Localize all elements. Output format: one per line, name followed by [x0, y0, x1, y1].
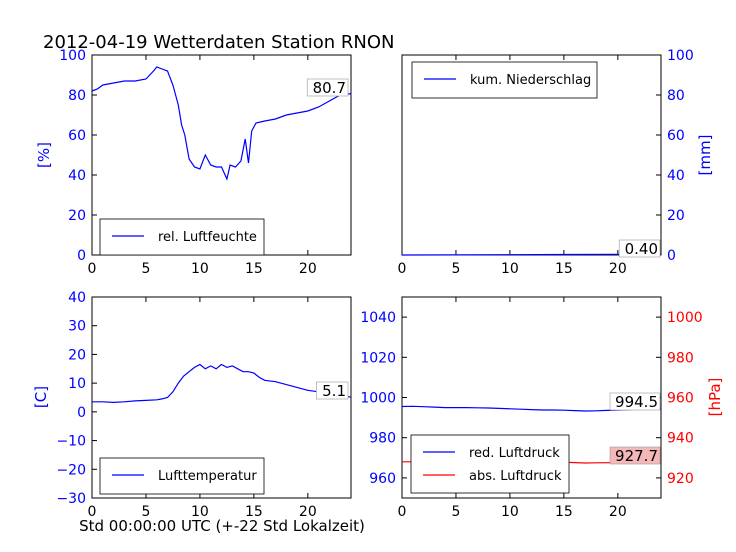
x-tick-label: 5 — [141, 504, 150, 520]
x-tick-label: 20 — [609, 504, 627, 520]
y-tick-label-left: −30 — [56, 491, 86, 507]
y-tick-label-left: 0 — [77, 248, 86, 264]
x-tick-label: 0 — [398, 504, 407, 520]
y-axis-label: [mm] — [696, 135, 714, 176]
x-tick-label: 15 — [555, 261, 573, 277]
legend-label: red. Luftdruck — [469, 446, 560, 461]
value-annotation-abs: 927.7 — [615, 447, 658, 465]
x-tick-label: 0 — [88, 261, 97, 277]
legend-label: Lufttemperatur — [158, 469, 257, 484]
legend — [99, 218, 265, 256]
y-tick-label-right: 60 — [667, 128, 685, 144]
value-annotation: 0.40 — [625, 240, 658, 258]
figure-title: 2012-04-19 Wetterdaten Station RNON — [43, 32, 394, 53]
legend-label: kum. Niederschlag — [470, 73, 591, 88]
series-line-rel-luftfeuchte — [91, 66, 352, 181]
value-annotation-box — [618, 239, 661, 258]
value-annotation-abs-box — [609, 446, 661, 465]
y-tick-label-right: 1000 — [667, 310, 703, 326]
value-annotation: 80.7 — [313, 79, 346, 97]
legend-label: rel. Luftfeuchte — [158, 230, 257, 245]
x-tick-label: 10 — [191, 261, 209, 277]
y-tick-label-right: 0 — [667, 248, 676, 264]
x-tick-label: 5 — [451, 504, 460, 520]
x-tick-label: 15 — [555, 504, 573, 520]
y-tick-label-right: 20 — [667, 208, 685, 224]
value-annotation-red-box — [609, 392, 661, 411]
y-tick-label-left: 980 — [369, 431, 396, 447]
y-tick-label-left: 40 — [68, 290, 86, 306]
x-tick-label: 20 — [609, 261, 627, 277]
y-tick-label-right: 980 — [667, 350, 694, 366]
y-tick-label-left: 1020 — [360, 350, 396, 366]
legend — [99, 457, 265, 495]
plot-frame-2 — [91, 296, 352, 499]
x-tick-label: 20 — [299, 261, 317, 277]
legend — [410, 434, 570, 494]
legend — [411, 61, 598, 99]
figure-xlabel: Std 00:00:00 UTC (+-22 Std Lokalzeit) — [79, 517, 365, 535]
y-tick-label-left: 60 — [68, 128, 86, 144]
x-tick-label: 10 — [191, 504, 209, 520]
y-tick-label-right: 40 — [667, 168, 685, 184]
y-axis-label: [%] — [35, 142, 53, 168]
y-tick-label-left: 1040 — [360, 310, 396, 326]
y-tick-label-left: 0 — [77, 405, 86, 421]
y-axis-label: [C] — [32, 386, 50, 408]
y-tick-label-left: 10 — [68, 376, 86, 392]
y-tick-label-right: 940 — [667, 431, 694, 447]
value-annotation-box — [306, 78, 349, 97]
y-tick-label-left: 960 — [369, 471, 396, 487]
x-tick-label: 5 — [451, 261, 460, 277]
y-tick-label-left: −10 — [56, 434, 86, 450]
value-annotation-box — [316, 381, 349, 400]
y-tick-label-left: −20 — [56, 462, 86, 478]
y-tick-label-left: 30 — [68, 319, 86, 335]
y-tick-label-left: 80 — [68, 88, 86, 104]
x-tick-label: 0 — [398, 261, 407, 277]
y-tick-label-left: 20 — [68, 208, 86, 224]
y-tick-label-left: 20 — [68, 347, 86, 363]
y-tick-label-right: 960 — [667, 391, 694, 407]
x-tick-label: 10 — [501, 504, 519, 520]
y-tick-label-right: 100 — [667, 48, 694, 64]
y-tick-label-left: 1000 — [360, 391, 396, 407]
x-tick-label: 15 — [245, 261, 263, 277]
legend-label: abs. Luftdruck — [469, 469, 562, 484]
y-axis-label-right: [hPa] — [706, 378, 724, 417]
x-tick-label: 15 — [245, 504, 263, 520]
y-tick-label-left: 40 — [68, 168, 86, 184]
x-tick-label: 10 — [501, 261, 519, 277]
y-tick-label-right: 80 — [667, 88, 685, 104]
value-annotation: 5.1 — [322, 382, 346, 400]
value-annotation-red: 994.5 — [615, 393, 658, 411]
y-tick-label-right: 920 — [667, 471, 694, 487]
x-tick-label: 0 — [88, 504, 97, 520]
x-tick-label: 5 — [141, 261, 150, 277]
y-tick-label-left: 100 — [59, 48, 86, 64]
x-tick-label: 20 — [299, 504, 317, 520]
series-line-lufttemperatur — [92, 363, 352, 404]
